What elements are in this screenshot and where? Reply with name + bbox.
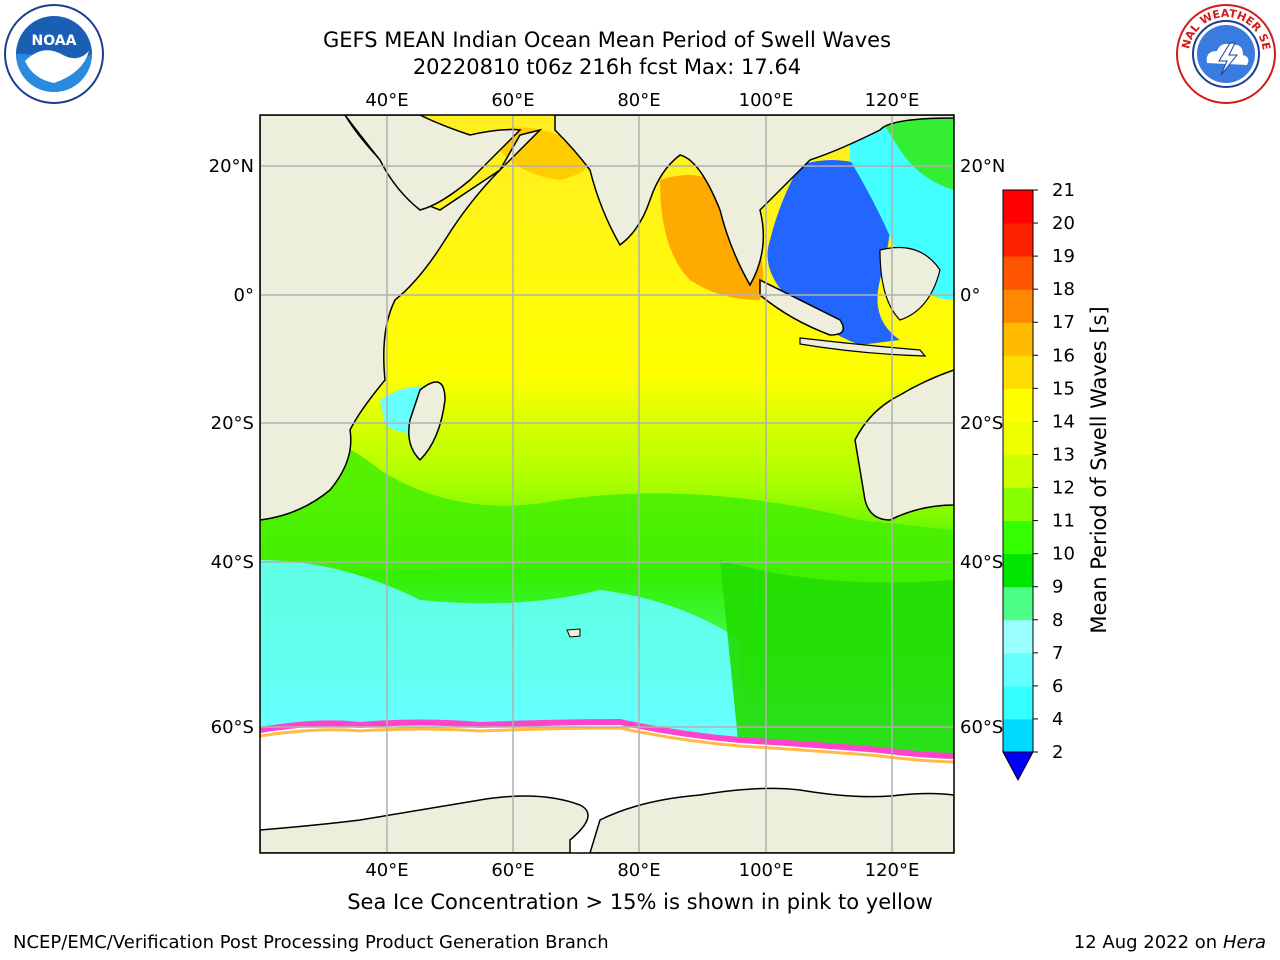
latitude-label: 40°S [960, 552, 1003, 573]
latitude-label: 60°S [960, 717, 1003, 738]
colorbar-segment [1003, 289, 1033, 323]
colorbar-tick-label: 9 [1052, 577, 1063, 598]
colorbar-tick-label: 19 [1052, 246, 1075, 267]
machine-name: Hera [1222, 932, 1266, 953]
longitude-label: 100°E [739, 860, 794, 881]
period-patch-pacific-north [880, 118, 954, 190]
period-band-mid [260, 434, 954, 583]
longitude-label: 40°E [365, 860, 408, 881]
colorbar-segment [1003, 190, 1033, 224]
longitude-label: 80°E [617, 90, 660, 111]
colorbar-tick-label: 10 [1052, 544, 1075, 565]
longitude-label: 80°E [617, 860, 660, 881]
arabia-land [344, 115, 522, 211]
colorbar-extend-arrow [1002, 751, 1034, 782]
colorbar-tick-label: 11 [1052, 511, 1075, 532]
longitude-labels-top: 40°E 60°E 80°E 100°E 120°E [365, 90, 919, 111]
sumatra-land [759, 278, 845, 336]
noaa-logo: NOAA [3, 3, 105, 105]
latitude-labels-right: 20°N 0° 20°S 40°S 60°S [960, 156, 1005, 738]
longitude-labels-bottom: 40°E 60°E 80°E 100°E 120°E [365, 860, 919, 881]
longitude-label: 40°E [365, 90, 408, 111]
credit-text: NCEP/EMC/Verification Post Processing Pr… [13, 932, 609, 953]
latitude-label: 20°N [960, 156, 1005, 177]
sea-ice-note: Sea Ice Concentration > 15% is shown in … [347, 890, 933, 914]
latitude-labels-left: 20°N 0° 20°S 40°S 60°S [209, 156, 254, 738]
period-patch-southeast-asia [767, 160, 900, 345]
colorbar-tick-label: 2 [1052, 742, 1063, 763]
latitude-label: 0° [234, 285, 254, 306]
colorbar-label: Mean Period of Swell Waves [s] [1087, 306, 1111, 633]
colorbar-tick-label: 17 [1052, 312, 1075, 333]
latitude-label: 20°N [209, 156, 254, 177]
longitude-label: 60°E [491, 860, 534, 881]
colorbar-segment [1003, 487, 1033, 522]
period-band-south-west [260, 560, 740, 720]
colorbar-tick-label: 16 [1052, 345, 1075, 366]
colorbar-segment [1003, 652, 1033, 687]
antarctica-land-west [260, 795, 589, 853]
colorbar-tick-label: 13 [1052, 444, 1075, 465]
date-text: 12 Aug 2022 on Hera [1074, 932, 1266, 953]
colorbar-segment [1003, 586, 1033, 621]
gridlines [260, 115, 954, 853]
longitude-label: 120°E [865, 860, 920, 881]
colorbar-segment [1003, 322, 1033, 356]
latitude-label: 20°S [211, 413, 254, 434]
colorbar-segment [1003, 421, 1033, 455]
longitude-label: 60°E [491, 90, 534, 111]
latitude-label: 40°S [211, 552, 254, 573]
colorbar-frame [1002, 189, 1034, 753]
colorbar-tick-label: 8 [1052, 610, 1063, 631]
colorbar-tick-label: 12 [1052, 478, 1075, 499]
longitude-label: 100°E [739, 90, 794, 111]
antarctica-land-east [589, 787, 954, 853]
south-asia-land [554, 115, 954, 287]
chart-subtitle: 20220810 t06z 216h fcst Max: 17.64 [412, 55, 802, 79]
latitude-label: 0° [960, 285, 980, 306]
longitude-label: 120°E [865, 90, 920, 111]
map-frame [259, 114, 955, 854]
colorbar-segment [1003, 355, 1033, 389]
colorbar-tick-label: 15 [1052, 378, 1075, 399]
nws-logo: NATIONAL WEATHER SERVICE [1170, 0, 1277, 105]
borneo-land [879, 246, 941, 321]
colorbar-tick-label: 6 [1052, 676, 1063, 697]
colorbar-segment [1003, 685, 1033, 720]
latitude-label: 20°S [960, 413, 1003, 434]
java-land [799, 337, 927, 357]
colorbar-segment [1003, 454, 1033, 489]
colorbar-tick-label: 21 [1052, 180, 1075, 201]
australia-land [854, 369, 954, 521]
colorbar-tick-label: 20 [1052, 213, 1075, 234]
colorbar-tick-label: 7 [1052, 643, 1063, 664]
madagascar-land [408, 381, 446, 462]
colorbar-tick-label: 18 [1052, 279, 1075, 300]
colorbar-segment [1003, 388, 1033, 422]
noaa-logo-text: NOAA [32, 33, 77, 49]
period-band-south-east [720, 560, 954, 760]
map-field [260, 115, 954, 853]
colorbar-segment [1003, 520, 1033, 555]
date-label: 12 Aug 2022 on [1073, 932, 1218, 953]
colorbar-segment [1003, 256, 1033, 290]
latitude-label: 60°S [211, 717, 254, 738]
colorbar-segment [1003, 619, 1033, 654]
chart-title: GEFS MEAN Indian Ocean Mean Period of Sw… [322, 28, 892, 52]
colorbar-segment [1003, 718, 1033, 753]
sea-ice-edge-inner [260, 726, 954, 764]
sea-ice-edge [260, 718, 954, 759]
colorbar-segment [1003, 223, 1033, 257]
colorbar: 2 4 6 7 8 9 10 11 12 13 14 15 16 17 18 19 20 21 [1002, 180, 1075, 782]
colorbar-tick-label: 4 [1052, 709, 1063, 730]
colorbar-segment [1003, 553, 1033, 588]
kerguelen-island [566, 628, 581, 638]
colorbar-tick-label: 14 [1052, 411, 1075, 432]
